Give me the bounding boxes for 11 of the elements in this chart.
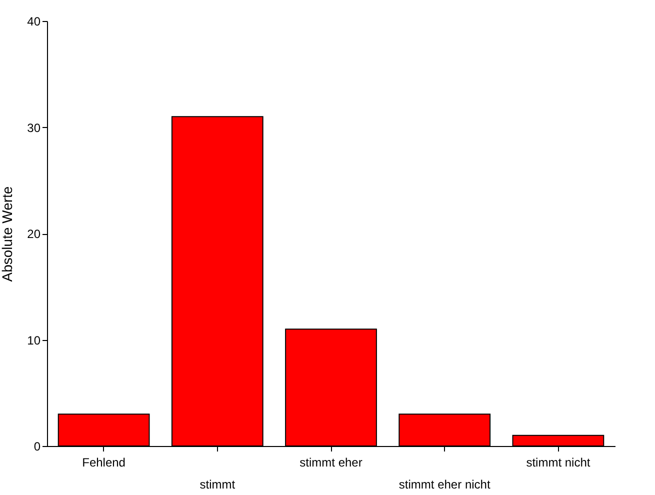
- y-tick-label: 40: [27, 14, 41, 28]
- y-tick-label: 30: [27, 120, 41, 135]
- y-axis-title: Absolute Werte: [0, 186, 16, 282]
- y-tick-label: 0: [34, 440, 41, 454]
- x-tick-label: stimmt eher nicht: [398, 478, 491, 492]
- x-tick-label: stimmt nicht: [526, 456, 591, 470]
- x-tick-label: stimmt: [200, 478, 236, 492]
- y-tick-label: 20: [27, 227, 41, 241]
- x-tick-label: Fehlend: [82, 456, 126, 470]
- y-tick-label: 10: [27, 333, 41, 348]
- x-tick-label: stimmt eher: [300, 456, 362, 470]
